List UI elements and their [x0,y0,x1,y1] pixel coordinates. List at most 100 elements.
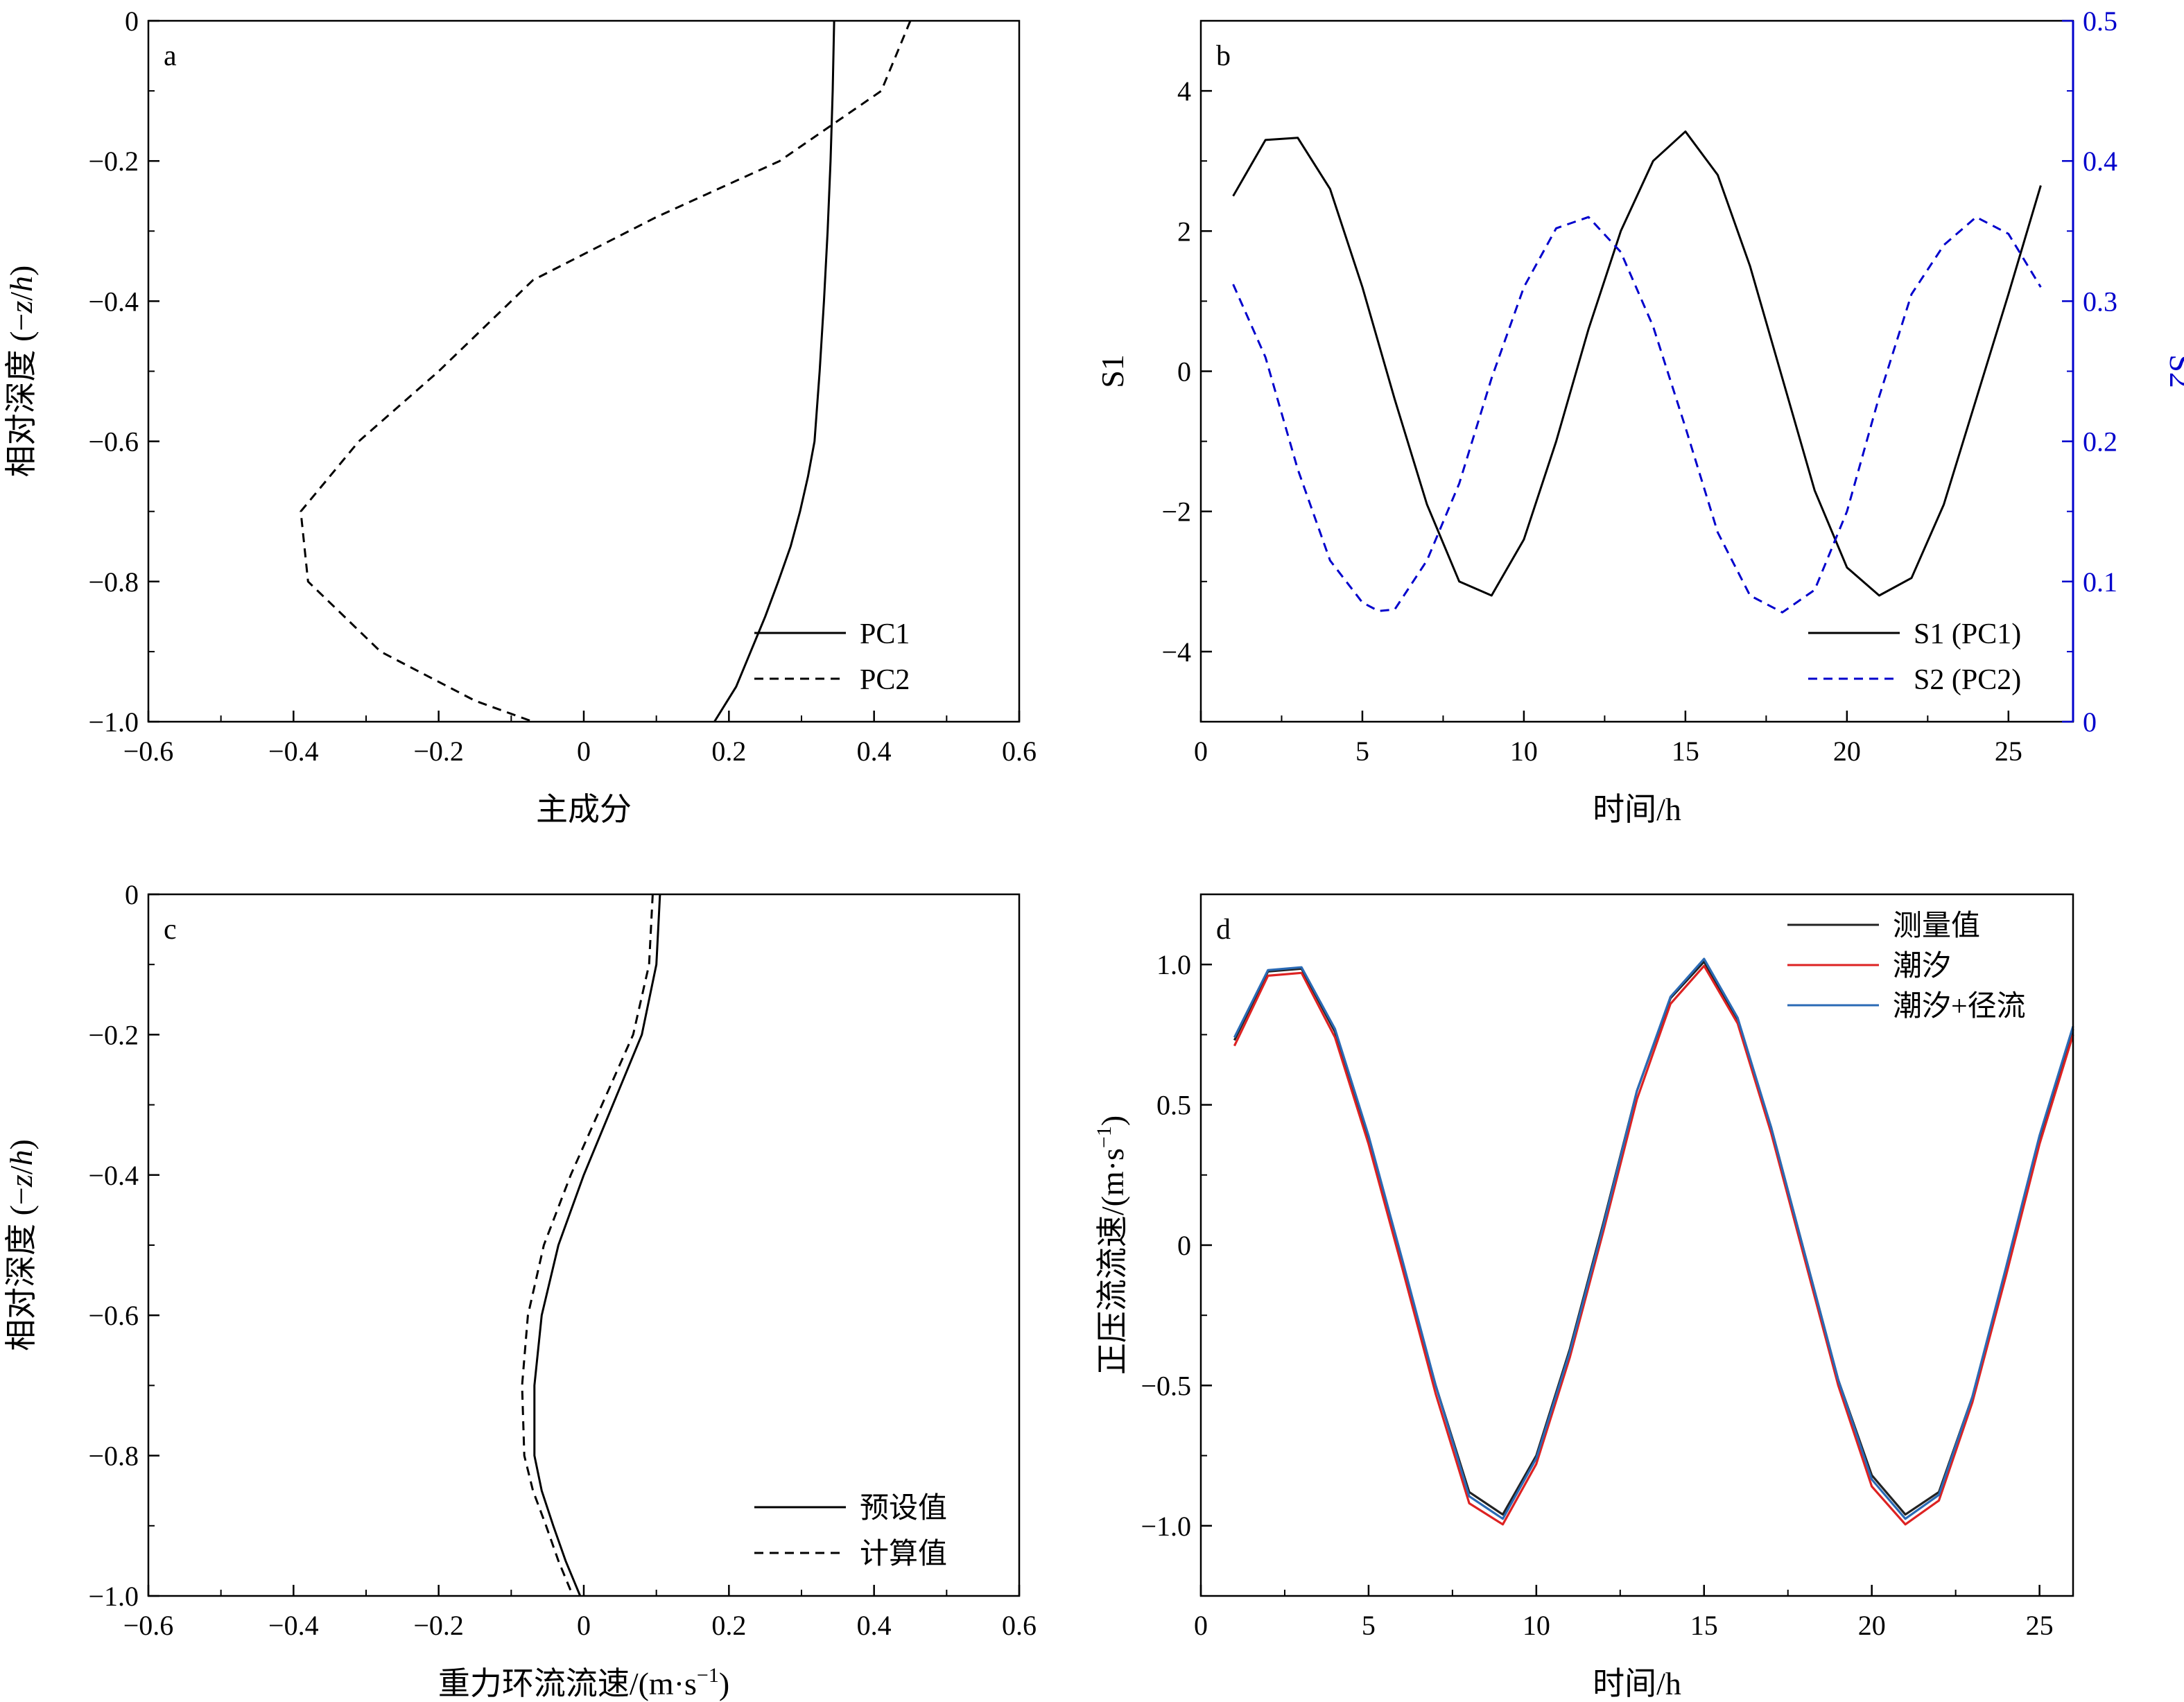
y-tick-label: −0.6 [88,1300,139,1331]
y-tick-label: −1.0 [88,706,139,738]
x-tick-label: 0 [577,1610,591,1641]
x-axis-title-end: ) [719,1666,729,1701]
series-line-1 [1232,130,2042,597]
y2-tick-label: 0.3 [2083,286,2117,317]
legend-label: S1 (PC1) [1914,618,2021,650]
y2-tick-label: 0.1 [2083,566,2117,598]
legend-label: 潮汐 [1893,950,1951,982]
x-tick-label: −0.4 [268,1610,319,1641]
panel-b: 0 5 10 15 20 25420−2−40.50.40.30.20.10S2时间/hS… [1095,6,2184,827]
y-tick-label: −0.2 [88,1019,139,1050]
y-tick-label: −1.0 [1141,1511,1191,1542]
x-tick-label: 0.2 [711,736,746,767]
y-tick-label: −0.8 [88,566,139,598]
x-tick-label: 0 [577,736,591,767]
legend-label: PC2 [860,664,910,696]
legend-label: 测量值 [1893,910,1980,942]
plot-frame [147,19,1021,723]
y-axis-title-sup: −1 [1093,1126,1116,1148]
x-axis-title: 时间/h [1593,792,1681,827]
series-line-2 [300,20,912,723]
panel-letter: b [1216,40,1231,72]
y-tick-label: −0.2 [88,146,139,177]
x-tick-label: 0.4 [857,1610,892,1641]
x-tick-label: 0.2 [711,1610,746,1641]
y-axis-title-part: 相对深度 (− [3,1187,39,1351]
y-axis-title: S1 [1095,354,1130,388]
legend-label: 预设值 [860,1493,947,1525]
series-line-1 [713,20,835,722]
y-tick-label: −2 [1161,496,1191,528]
y-tick-label: 1.0 [1156,949,1191,980]
x-axis-title: 重力环流流速/(m·s−1) [438,1664,729,1701]
legend-label: 潮汐+径流 [1893,991,2026,1023]
y-axis-title-part: h [3,276,39,292]
x-tick-label: 25 [1995,736,2022,767]
y-tick-label: 0.5 [1156,1090,1191,1121]
series-line-2 [1233,964,2074,1526]
x-axis-title: 主成分 [536,792,632,827]
panel-c: −0.6 −0.4 −0.2 0 0.2 0.4 0.6 0 −0.2 −0.4 −0.6 −0.8 −… [3,879,1037,1701]
x-tick-label: −0.2 [413,1610,464,1641]
x-tick-label: 0 [1194,1610,1208,1641]
plot-frame [147,893,1021,1597]
y-tick-label: −0.6 [88,426,139,458]
x-tick-label: −0.4 [268,736,319,767]
y-axis-title: 相对深度 (−z/h) [3,1139,39,1351]
y-axis-title-part: / [3,292,39,301]
x-tick-label: 5 [1362,1610,1376,1641]
series-line-2 [1232,216,2042,614]
x-tick-label: 20 [1833,736,1861,767]
y-axis-title-part: z [3,1174,39,1188]
panel-letter: c [164,914,177,946]
y2-tick-label: 0.2 [2083,426,2117,458]
y-tick-label: −0.5 [1141,1370,1191,1401]
y-axis-title-part: ) [3,1139,39,1149]
y2-tick-label: 0.4 [2083,146,2117,177]
y-tick-label: 0 [125,879,139,910]
panel-a: −0.6 −0.4 −0.2 0 0.2 0.4 0.6 0 −0.2 −0.4 −0.6 −0.8 −… [3,6,1037,827]
x-tick-label: 10 [1510,736,1538,767]
legend-label: PC1 [860,618,910,650]
x-tick-label: 0.6 [1002,736,1037,767]
x-tick-label: 15 [1672,736,1699,767]
series-line-3 [1233,957,2074,1520]
y2-tick-label: 0 [2083,706,2097,738]
y-axis-title: 正压流流速/(m·s−1) [1093,1115,1130,1375]
legend-label: 计算值 [860,1538,947,1570]
y-axis-title-part: / [3,1165,39,1174]
panel-d: 0 5 10 15 20 25 1.0 0.5 0 −0.5 −1.0 时间/h 正压流流速/(m·s−… [1093,893,2074,1701]
y-tick-label: 2 [1177,216,1191,247]
series-line-2 [521,894,654,1597]
x-tick-label: 20 [1858,1610,1886,1641]
x-tick-label: 25 [2026,1610,2054,1641]
x-axis-title: 时间/h [1593,1666,1681,1701]
x-tick-label: −0.6 [123,736,174,767]
y-tick-label: 4 [1177,76,1191,107]
y-tick-label: 0 [1177,356,1191,388]
panel-letter: a [164,40,177,72]
y-tick-label: −4 [1161,636,1191,668]
y-axis-title-part: 相对深度 (− [3,313,39,478]
panel-letter: d [1216,914,1231,946]
y2-axis-title: S2 [2163,354,2184,388]
series-line-1 [533,894,661,1597]
y-tick-label: 0 [1177,1230,1191,1261]
x-axis-title-sup: −1 [697,1664,719,1687]
x-tick-label: 15 [1690,1610,1718,1641]
y-axis-title: 相对深度 (−z/h) [3,266,39,478]
y2-tick-label: 0.5 [2083,6,2117,37]
y-axis-title-part: ) [3,266,39,276]
x-tick-label: 5 [1355,736,1369,767]
y-tick-label: −0.8 [88,1441,139,1472]
y-tick-label: 0 [125,6,139,37]
y-axis-title-end: ) [1095,1115,1130,1126]
y-tick-label: −0.4 [88,1160,139,1191]
legend-label: S2 (PC2) [1914,664,2021,696]
y-axis-title-part: h [3,1149,39,1165]
y-axis-title-part: z [3,301,39,314]
x-tick-label: 0.4 [857,736,892,767]
plot-frame [1199,19,2074,723]
x-tick-label: 0 [1194,736,1208,767]
